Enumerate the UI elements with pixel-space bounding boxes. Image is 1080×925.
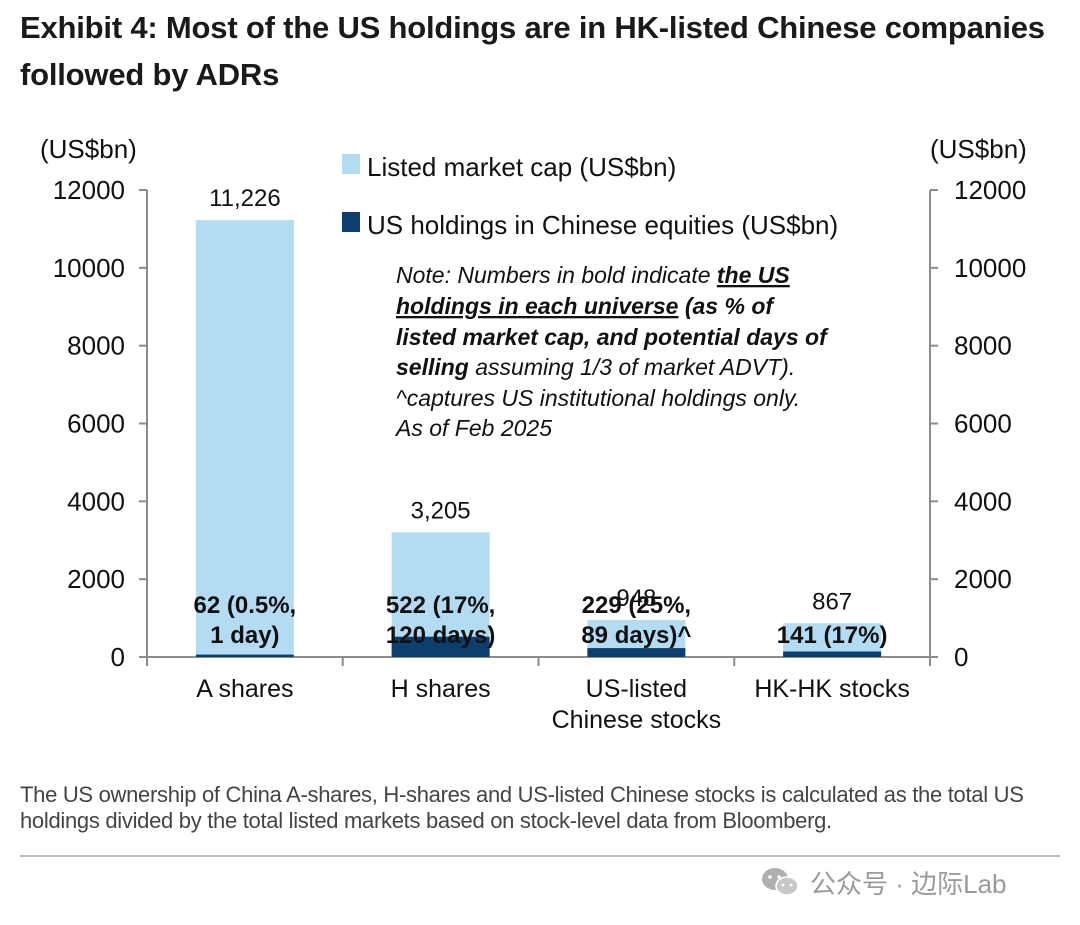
y-tick-label-left: 10000 [53,253,125,283]
bar-us-holdings [587,648,686,657]
chart-note: Note: Numbers in bold indicate the US ho… [394,262,829,441]
svg-text:holdings in each universe (as: holdings in each universe (as % of [396,293,775,319]
x-tick-label: HK-HK stocks [754,675,910,703]
data-label-us-holdings: 120 days) [386,622,495,649]
x-tick-label: US-listed [586,675,687,703]
data-label-us-holdings: 141 (17%) [777,622,888,649]
y-tick-label-left: 2000 [67,564,125,594]
data-label-market-cap: 11,226 [209,185,281,212]
y-tick-label-right: 8000 [954,331,1012,361]
y-axis-title-right: (US$bn) [930,134,1027,164]
y-axis-title-left: (US$bn) [40,134,137,164]
data-label-us-holdings: 89 days)^ [581,622,691,649]
y-tick-label-left: 0 [111,642,125,672]
y-tick-label-right: 6000 [954,409,1012,439]
x-tick-label: A shares [196,675,293,703]
note-line3: listed market cap, and potential days of [396,324,829,350]
y-tick-label-left: 4000 [67,486,125,516]
data-label-us-holdings: 522 (17%, [386,592,495,619]
data-label-us-holdings: 62 (0.5%, [194,592,297,619]
note-line6: As of Feb 2025 [394,415,552,441]
bar-us-holdings [391,636,490,657]
chart-title: Exhibit 4: Most of the US holdings are i… [20,10,1045,92]
y-tick-label-right: 4000 [954,486,1012,516]
x-tick-label: Chinese stocks [552,706,722,734]
data-label-market-cap: 867 [812,588,852,615]
bar-us-holdings [195,654,294,657]
legend-label-us-holdings: US holdings in Chinese equities (US$bn) [367,210,838,240]
y-tick-label-right: 10000 [954,253,1026,283]
data-label-us-holdings: 1 day) [210,622,279,649]
watermark: 公众号 · 边际Lab [760,862,1007,902]
note-line1-b: the US [717,262,791,288]
bar-market-cap [783,623,882,657]
legend-swatch-us-holdings [342,212,360,232]
note-line5: ^captures US institutional holdings only… [396,385,800,411]
x-tick-label: H shares [391,675,491,703]
legend-label-market-cap: Listed market cap (US$bn) [367,152,676,182]
data-label-us-holdings: 229 (25%, [582,592,691,619]
y-tick-label-left: 6000 [67,409,125,439]
wechat-icon [762,868,799,896]
y-tick-label-right: 12000 [954,175,1026,205]
note-line1-a: Note: Numbers in bold indicate [396,262,717,288]
svg-text:Note: Numbers in bold indicate: Note: Numbers in bold indicate the US [396,262,790,288]
note-line2-a: holdings in each universe [396,293,679,319]
data-label-market-cap: 948 [616,585,656,612]
data-label-market-cap: 3,205 [411,497,471,524]
note-line4-b: assuming 1/3 of market ADVT). [469,354,795,380]
footnote: The US ownership of China A-shares, H-sh… [20,782,1024,833]
legend-swatch-market-cap [342,154,360,174]
note-line2-b: (as % of [678,293,775,319]
watermark-text: 公众号 · 边际Lab [810,868,1007,899]
divider [20,855,1060,857]
y-tick-label-left: 12000 [53,175,125,205]
chart: 0 0 2000 2000 4000 4000 6000 6000 8000 8000 10000 1… [40,134,1027,734]
y-tick-label-right: 2000 [954,564,1012,594]
y-tick-label-left: 8000 [67,331,125,361]
bar-us-holdings [783,651,882,657]
note-line4-a: selling [396,354,469,380]
bar-market-cap [391,532,490,657]
bar-market-cap [195,220,294,657]
svg-text:selling assuming 1/3 of market: selling assuming 1/3 of market ADVT). [396,354,795,380]
y-tick-label-right: 0 [954,642,968,672]
